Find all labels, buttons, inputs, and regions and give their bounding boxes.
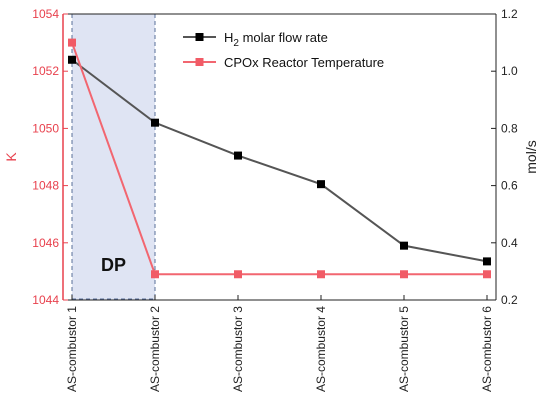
series-0-point [234,151,242,160]
y-left-tick-label: 1048 [32,179,59,193]
y-left-tick-label: 1046 [32,236,59,250]
x-tick-label: AS-combustor 6 [480,306,494,392]
legend-0-swatch-marker [195,33,204,41]
y-left-tick-label: 1052 [32,64,59,78]
legend-1-label: CPOx Reactor Temperature [224,55,384,70]
series-0-point [400,241,408,250]
series-1-line [71,42,487,276]
series-1-point [317,270,325,279]
legend-label-subscript: 2 [233,38,239,49]
y-left-axis-title: K [3,152,19,162]
y-right-axis-title: mol/s [523,140,539,173]
y-left-tick-label: 1054 [32,7,59,21]
x-tick-label: AS-combustor 5 [397,306,411,392]
y-right-tick-label: 1.0 [501,64,518,78]
series-0-line [71,58,488,263]
y-right-tick-label: 0.6 [501,179,518,193]
y-right-tick-label: 0.8 [501,121,518,135]
y-right-tick-label: 1.2 [501,7,518,21]
legend-1-swatch-marker [195,58,204,66]
series-1-point [151,270,159,279]
axes-layer: 1044 1046 1048 1050 1052 1054 0.2 0.4 0.6 0.8 1.0 1… [3,7,539,392]
series-1-point [68,38,76,47]
x-tick-label: AS-combustor 4 [314,306,328,392]
y-right-tick-label: 0.4 [501,236,518,250]
series-layer [68,38,491,279]
y-left-tick-label: 1050 [32,121,59,135]
series-0-point [483,257,491,266]
legend-label-part: H [224,30,233,45]
y-right-tick-label: 0.2 [501,293,518,307]
legend-0-label: H2 molar flow rate [224,30,328,49]
series-1-point [234,270,242,279]
y-left-tick-label: 1044 [32,293,59,307]
series-1-point [400,270,408,279]
series-0-point [151,118,159,127]
x-tick-label: AS-combustor 3 [231,306,245,392]
dp-label: DP [101,255,126,275]
x-tick-label: AS-combustor 1 [65,306,79,392]
legend: H2 molar flow rate CPOx Reactor Temperatu… [183,30,384,70]
series-0-point [317,180,325,189]
legend-label-part: molar flow rate [239,30,328,45]
series-1-point [483,270,491,279]
series-0-point [68,55,76,64]
x-tick-label: AS-combustor 2 [148,306,162,392]
